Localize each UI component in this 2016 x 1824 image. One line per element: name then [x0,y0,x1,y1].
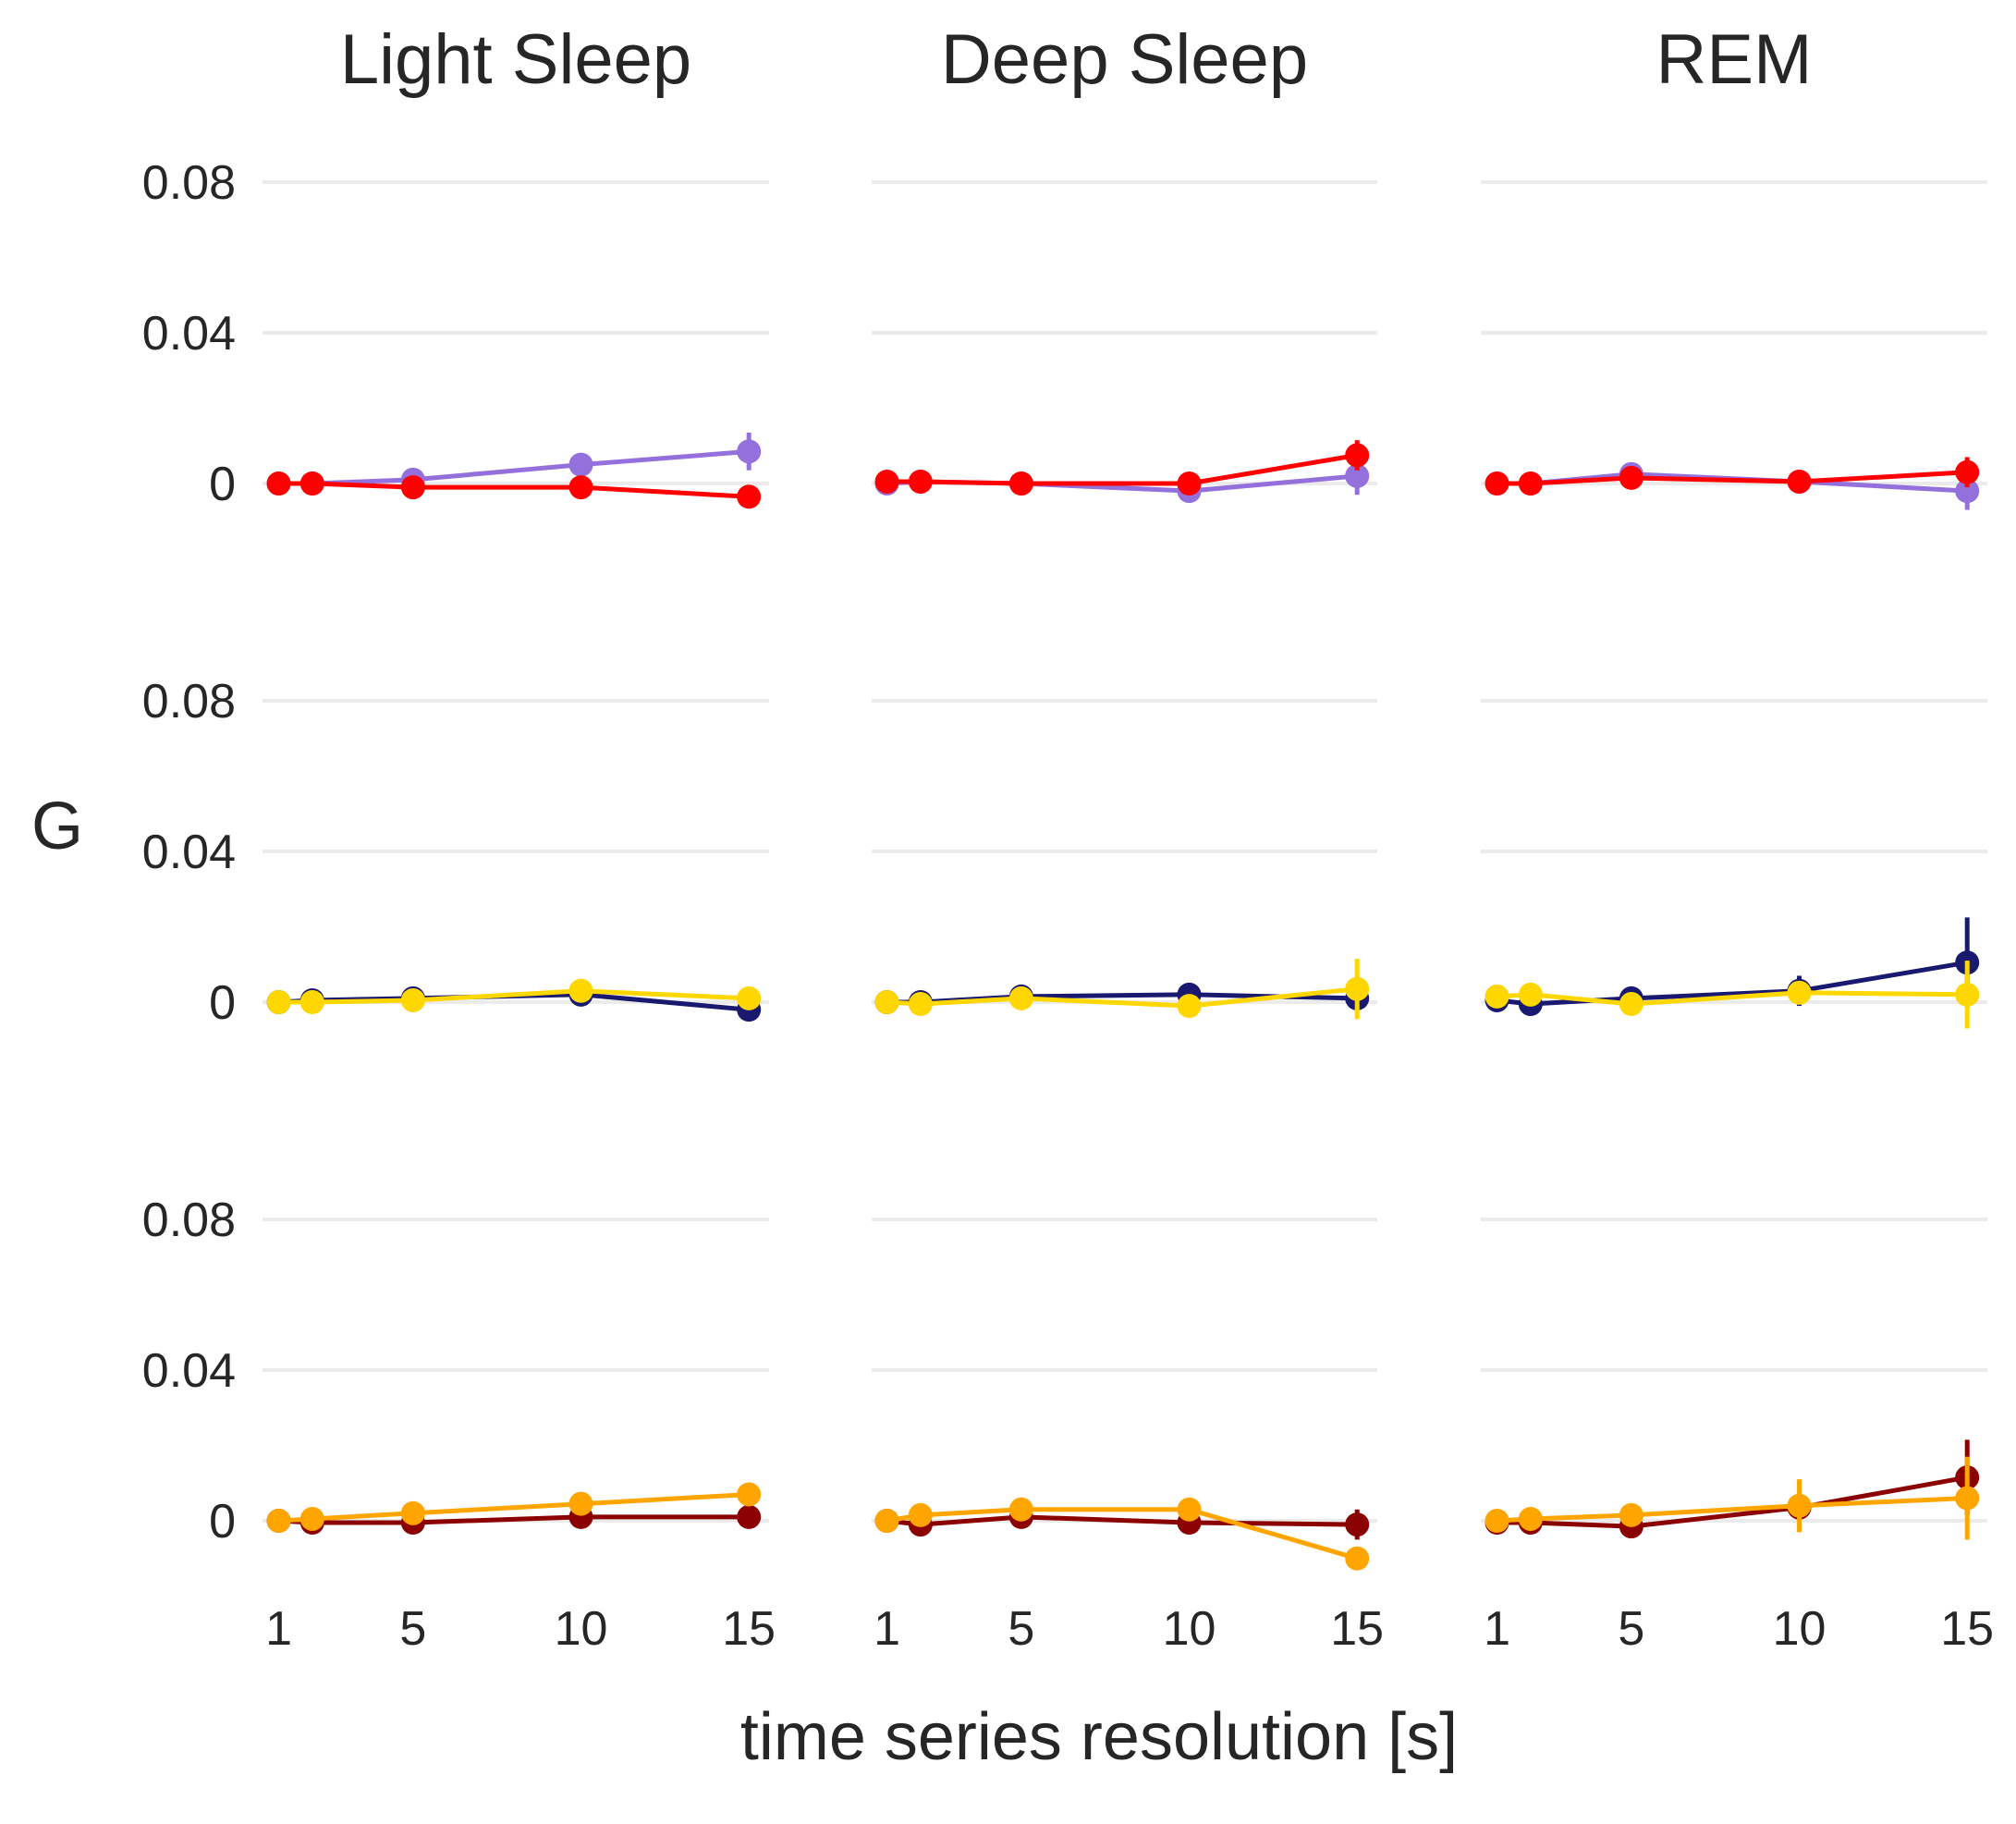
data-point [908,1502,933,1527]
data-point [568,978,593,1003]
data-point [874,1509,899,1533]
data-point [266,471,291,496]
y-tick-label: 0.08 [142,675,236,728]
y-tick-label: 0.04 [142,1344,236,1398]
y-tick-label: 0.04 [142,826,236,879]
y-tick-label: 0.08 [142,156,236,210]
data-point [908,992,933,1017]
data-point [1345,1546,1370,1571]
data-point [737,1504,762,1529]
data-point [1955,479,1980,504]
data-point [908,469,933,494]
data-point [568,475,593,500]
panel [263,1218,769,1536]
data-point [1008,1497,1033,1522]
data-point [568,452,593,477]
data-point [1619,992,1643,1017]
panel [872,699,1377,1020]
data-point [1345,1512,1370,1537]
data-point [266,1509,291,1533]
data-point [1485,984,1509,1009]
facet-title: REM [1656,20,1813,99]
panel [872,1218,1377,1571]
data-point [1345,443,1370,468]
x-tick-label: 15 [1940,1602,1994,1656]
data-point [1955,982,1980,1007]
panel [1481,180,1987,510]
data-point [568,1491,593,1516]
data-point [737,985,762,1010]
data-point [400,475,425,500]
panel [263,180,769,509]
data-point [299,471,324,496]
data-point [1008,471,1033,496]
data-point [1345,976,1370,1001]
x-axis-title: time series resolution [s] [740,1700,1458,1774]
x-tick-label: 1 [1484,1602,1510,1656]
x-tick-label: 15 [722,1602,776,1656]
data-point [400,1500,425,1525]
series-line [278,481,750,499]
panel [872,180,1377,504]
data-point [737,1482,762,1507]
data-point [299,1506,324,1531]
data-point [1518,982,1543,1007]
y-tick-label: 0 [209,976,236,1030]
x-tick-label: 10 [1163,1602,1216,1656]
facet-title: Deep Sleep [941,20,1308,99]
y-tick-label: 0.08 [142,1194,236,1247]
data-point [1177,1497,1202,1522]
panel [1481,1218,1987,1540]
panels [263,180,1987,1571]
data-point [1787,1493,1812,1518]
x-tick-label: 15 [1330,1602,1384,1656]
data-point [874,469,899,494]
x-tick-label: 10 [555,1602,608,1656]
data-point [874,990,899,1014]
data-point [1955,1486,1980,1511]
x-tick-label: 5 [1618,1602,1644,1656]
panel [263,699,769,1022]
data-point [737,484,762,509]
facet-title: Light Sleep [340,20,691,99]
x-tick-label: 5 [1008,1602,1034,1656]
data-point [1485,471,1509,496]
data-point [737,439,762,464]
series-line [886,1507,1358,1561]
data-point [1619,465,1643,490]
data-point [1008,985,1033,1010]
data-point [299,990,324,1014]
series-line [886,452,1358,486]
data-point [1485,1509,1509,1533]
data-point [1345,463,1370,488]
data-point [1955,459,1980,484]
y-tick-labels: 0 0.04 0.08 0 0.04 0.08 0 0.04 0.08 [142,156,236,1549]
x-tick-label: 1 [265,1602,292,1656]
x-tick-label: 10 [1773,1602,1827,1656]
x-tick-label: 5 [399,1602,426,1656]
series-line [278,448,750,486]
y-axis-title: G [31,790,83,863]
panel [1481,699,1987,1029]
data-point [266,990,291,1014]
data-point [1787,469,1812,494]
y-tick-label: 0 [209,1495,236,1549]
data-point [1619,1502,1643,1527]
data-point [1787,980,1812,1005]
data-point [400,987,425,1012]
x-tick-labels: 1 5 10 15 1 5 10 15 1 5 10 15 [265,1602,1994,1656]
data-point [1518,471,1543,496]
y-tick-label: 0 [209,458,236,511]
data-point [1177,471,1202,496]
x-tick-label: 1 [874,1602,900,1656]
y-tick-label: 0.04 [142,307,236,361]
data-point [1177,994,1202,1019]
facet-titles: Light Sleep Deep Sleep REM [340,20,1813,99]
data-point [1518,1506,1543,1531]
